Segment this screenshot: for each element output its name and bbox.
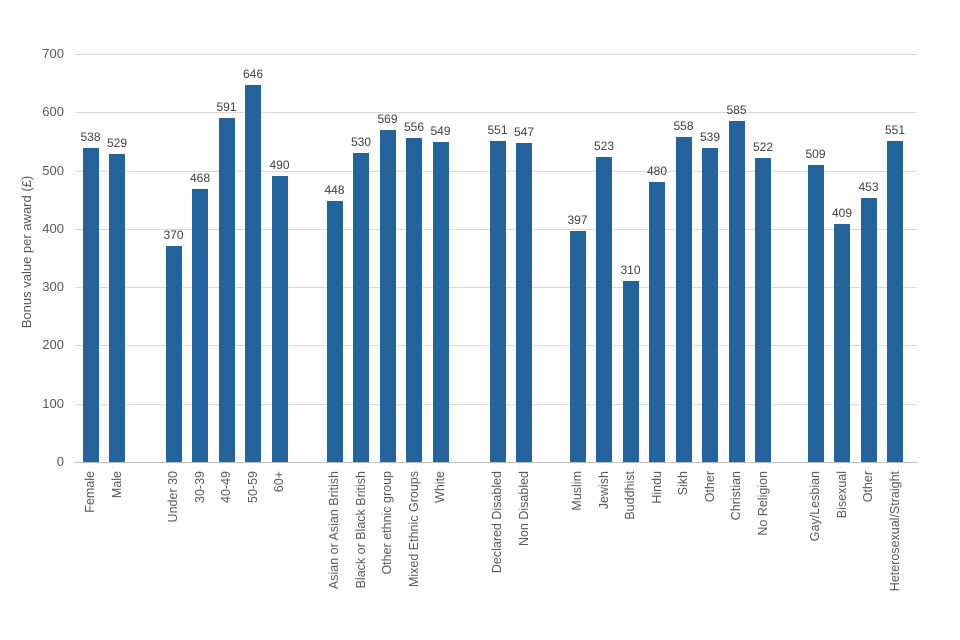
bar-value-label: 480 bbox=[646, 164, 668, 179]
y-tick-label: 500 bbox=[42, 162, 64, 178]
bar-age-0 bbox=[165, 246, 182, 462]
bar-ethnicity-1 bbox=[353, 153, 369, 462]
category-label: Gay/Lesbian bbox=[808, 471, 822, 542]
bar-gender-1 bbox=[109, 153, 125, 462]
category-label: Other bbox=[702, 471, 717, 503]
bar-sexual-orientation-0 bbox=[807, 165, 824, 462]
category-label: Black or Black British bbox=[353, 471, 368, 589]
category-label: Female bbox=[83, 471, 97, 513]
category-label: Mixed Ethnic Groups bbox=[406, 471, 421, 588]
category-label: Christian bbox=[729, 471, 743, 521]
category-label: Muslim bbox=[570, 471, 584, 511]
bar-disability-0 bbox=[489, 140, 506, 462]
bar-disability-1 bbox=[516, 143, 532, 462]
bar-value-label: 569 bbox=[377, 112, 398, 127]
bar-ethnicity-0 bbox=[326, 200, 343, 462]
y-tick-label: 100 bbox=[42, 395, 64, 411]
category-label: 50-59 bbox=[245, 471, 260, 503]
bar-value-label: 556 bbox=[403, 119, 425, 134]
category-label: Hindu bbox=[649, 471, 664, 504]
bar-value-label: 397 bbox=[567, 212, 588, 227]
bar-sexual-orientation-3 bbox=[887, 140, 903, 462]
category-label: Declared Disabled bbox=[490, 471, 504, 574]
bar-value-label: 310 bbox=[620, 263, 641, 278]
y-tick-label: 300 bbox=[42, 279, 64, 295]
bar-religion-2 bbox=[622, 281, 639, 462]
bar-value-label: 549 bbox=[430, 124, 451, 138]
bar-age-4 bbox=[271, 176, 288, 462]
bar-value-label: 409 bbox=[831, 205, 853, 220]
category-label: No Religion bbox=[755, 471, 770, 536]
bar-sexual-orientation-2 bbox=[860, 197, 877, 462]
bar-religion-4 bbox=[675, 136, 692, 462]
y-tick-label: 600 bbox=[42, 104, 64, 120]
bar-value-label: 453 bbox=[858, 179, 879, 194]
gridline bbox=[75, 54, 917, 55]
category-label: White bbox=[433, 471, 447, 503]
bar-value-label: 468 bbox=[189, 171, 211, 186]
bar-value-label: 646 bbox=[242, 67, 264, 82]
category-label: Non Disabled bbox=[516, 471, 531, 547]
category-label: Jewish bbox=[596, 471, 611, 510]
y-tick-label: 400 bbox=[42, 220, 64, 236]
bar-value-label: 490 bbox=[269, 158, 290, 173]
bar-value-label: 523 bbox=[593, 139, 615, 154]
bar-sexual-orientation-1 bbox=[834, 223, 850, 462]
bar-religion-3 bbox=[649, 182, 665, 462]
category-label: Other ethnic group bbox=[380, 471, 394, 575]
bar-age-3 bbox=[245, 85, 261, 462]
category-label: Heterosexual/Straight bbox=[887, 471, 902, 592]
bar-value-label: 529 bbox=[106, 135, 128, 150]
y-tick-label: 700 bbox=[42, 46, 64, 61]
bar-religion-5 bbox=[702, 147, 718, 462]
bar-value-label: 509 bbox=[805, 147, 826, 162]
gridline bbox=[75, 112, 917, 114]
bar-value-label: 539 bbox=[699, 129, 721, 144]
bar-value-label: 558 bbox=[673, 118, 694, 133]
bar-value-label: 551 bbox=[884, 122, 906, 137]
bar-gender-0 bbox=[82, 148, 99, 462]
category-label: 60+ bbox=[272, 471, 286, 493]
category-label: Buddhist bbox=[623, 471, 637, 520]
category-label: Male bbox=[109, 471, 124, 499]
bar-value-label: 547 bbox=[513, 125, 535, 140]
bar-value-label: 530 bbox=[350, 135, 372, 150]
bar-religion-1 bbox=[596, 157, 612, 462]
category-label: Asian or Asian British bbox=[327, 471, 341, 590]
category-label: Under 30 bbox=[166, 471, 180, 523]
category-label: 30-39 bbox=[192, 471, 207, 503]
bar-value-label: 448 bbox=[324, 182, 345, 197]
category-label: Sikh bbox=[676, 471, 690, 496]
category-label: Bisexual bbox=[834, 471, 849, 519]
bar-value-label: 370 bbox=[163, 228, 184, 243]
bar-value-label: 538 bbox=[80, 130, 101, 145]
bar-age-1 bbox=[192, 189, 208, 462]
bar-ethnicity-4 bbox=[432, 142, 449, 462]
bar-ethnicity-3 bbox=[406, 137, 422, 462]
bar-value-label: 551 bbox=[487, 122, 508, 137]
bar-value-label: 591 bbox=[216, 99, 237, 114]
bar-religion-0 bbox=[569, 230, 586, 462]
bar-value-label: 522 bbox=[752, 139, 774, 154]
bar-ethnicity-2 bbox=[379, 130, 396, 462]
x-axis-line bbox=[75, 462, 917, 463]
bar-religion-7 bbox=[755, 157, 771, 462]
y-tick-label: 200 bbox=[42, 337, 64, 353]
category-label: Other bbox=[861, 471, 875, 503]
bar-religion-6 bbox=[728, 121, 745, 462]
bar-age-2 bbox=[218, 117, 235, 462]
category-label: 40-49 bbox=[219, 471, 233, 503]
y-tick-label: 0 bbox=[56, 454, 64, 469]
y-axis-title: Bonus value per award (£) bbox=[19, 175, 34, 329]
bar-value-label: 585 bbox=[726, 103, 747, 118]
